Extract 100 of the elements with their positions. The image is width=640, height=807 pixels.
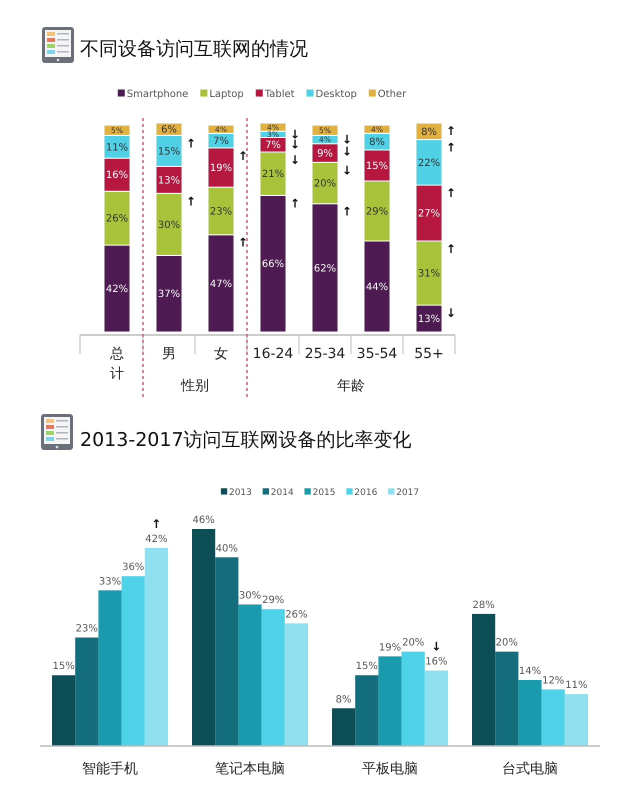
data-label: 42% (145, 534, 168, 545)
data-label: 7% (213, 136, 229, 148)
data-label: 20% (496, 638, 518, 649)
data-label: 13% (158, 175, 180, 186)
annotation: ↓ (290, 152, 300, 167)
data-label: 47% (210, 278, 232, 290)
data-label: 20% (314, 178, 336, 190)
annotation: ↓ (342, 163, 352, 178)
data-label: 6% (161, 124, 177, 136)
data-label: 20% (402, 638, 424, 649)
data-label: 31% (418, 268, 440, 280)
data-label: 29% (366, 206, 388, 218)
bar (424, 670, 448, 746)
annotation: ↓ (342, 144, 352, 159)
legend-label: 2013 (228, 488, 252, 498)
annotation: ↑ (446, 140, 456, 155)
bar (122, 576, 145, 746)
text: 性别 (180, 378, 209, 394)
data-label: 15% (366, 160, 388, 172)
annotation: ↑ (151, 516, 162, 531)
bar (215, 557, 238, 746)
bar (98, 590, 122, 746)
legend-label: 2014 (270, 488, 294, 498)
data-label: 66% (262, 259, 284, 270)
x-tick-label: 台式电脑 (502, 761, 558, 777)
legend-label: 2015 (312, 488, 336, 498)
data-label: 26% (285, 609, 308, 620)
bar (75, 638, 98, 746)
annotation: ↑ (186, 194, 196, 208)
data-label: 44% (366, 282, 388, 293)
x-tick-label: 25-34 (304, 346, 346, 362)
data-label: 21% (262, 169, 284, 180)
data-label: 16% (425, 656, 448, 668)
data-label: 8% (421, 126, 437, 138)
data-label: 8% (336, 694, 352, 706)
bar (542, 689, 565, 746)
legend-label: Other (378, 89, 408, 100)
x-tick-label: 16-24 (252, 346, 294, 362)
bar (402, 652, 425, 746)
annotation: ↑ (446, 242, 456, 256)
data-label: 15% (158, 146, 180, 158)
data-label: 37% (158, 289, 180, 300)
bar (355, 675, 378, 746)
data-label: 62% (314, 263, 336, 274)
data-label: 28% (472, 600, 495, 611)
x-tick-label: 女 (214, 346, 228, 362)
legend-label: Desktop (316, 89, 357, 100)
bar (238, 604, 262, 746)
legend-label: Tablet (264, 89, 295, 100)
data-label: 23% (76, 624, 98, 634)
x-tick-label: 35-54 (356, 346, 398, 362)
bar (192, 529, 216, 746)
data-label: 27% (418, 208, 440, 220)
data-label: 13% (418, 314, 440, 326)
x-tick-label: 平板电脑 (362, 761, 418, 777)
bar (332, 708, 356, 746)
bar (472, 614, 496, 746)
legend-label: 2017 (396, 488, 420, 498)
data-label: 19% (378, 642, 402, 654)
annotation: ↓ (446, 306, 456, 320)
x-tick-label: 总计 (109, 346, 124, 382)
data-label: 46% (192, 515, 215, 526)
data-label: 8% (369, 137, 385, 148)
x-tick-label: 男 (162, 346, 176, 362)
legend-label: Laptop (209, 89, 244, 100)
legend-label: Smartphone (126, 89, 188, 100)
data-label: 22% (418, 158, 440, 169)
data-label: 15% (356, 661, 378, 672)
data-label: 11% (106, 142, 128, 154)
bar (564, 694, 588, 746)
x-tick-label: 智能手机 (82, 761, 138, 777)
data-label: 40% (216, 543, 238, 554)
data-label: 42% (106, 284, 128, 296)
data-label: 30% (158, 220, 180, 231)
chart-title: 不同设备访问互联网的情况 (80, 38, 308, 60)
bar (284, 623, 308, 746)
annotation: ↑ (186, 136, 196, 150)
annotation: ↑ (446, 124, 456, 138)
annotation: ↓ (431, 640, 442, 654)
bar (495, 652, 518, 746)
annotation: ↓ (342, 132, 352, 147)
text: 年龄 (337, 378, 365, 394)
annotation: ↑ (446, 186, 456, 200)
x-tick-label: 55+ (414, 346, 444, 362)
data-label: 11% (565, 680, 588, 692)
data-label: 19% (210, 162, 232, 174)
bar (144, 548, 168, 746)
data-label: 30% (238, 590, 262, 602)
annotation: ↑ (238, 236, 248, 250)
data-label: 23% (210, 206, 232, 218)
data-label: 33% (98, 576, 122, 588)
data-label: 15% (52, 661, 75, 672)
annotation: ↑ (342, 204, 352, 219)
chart-title: 2013-2017访问互联网设备的比率变化 (80, 429, 412, 451)
data-label: 36% (122, 562, 144, 574)
data-label: 14% (518, 666, 542, 677)
data-label: 7% (265, 140, 281, 152)
data-label: 12% (542, 675, 564, 686)
annotation: ↑ (290, 196, 300, 210)
x-tick-label: 笔记本电脑 (215, 761, 285, 777)
